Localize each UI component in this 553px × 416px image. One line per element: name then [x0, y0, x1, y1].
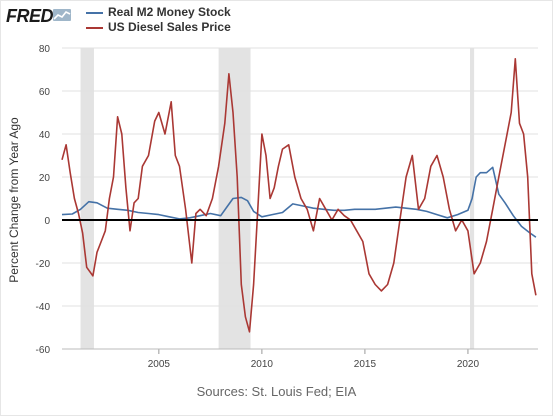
x-tick-label: 2015	[354, 359, 377, 370]
source-note: Sources: St. Louis Fed; EIA	[196, 384, 357, 399]
legend-label-diesel: US Diesel Sales Price	[108, 20, 231, 34]
legend-item-diesel[interactable]: US Diesel Sales Price	[86, 20, 231, 35]
chart-header: FRED Real M2 Money Stock US Diesel Sales…	[6, 4, 546, 34]
recession-band-1	[80, 48, 94, 349]
line-chart-icon	[53, 9, 71, 21]
y-tick-label: 60	[39, 87, 51, 98]
y-tick-label: 40	[39, 130, 51, 141]
series-line-m2[interactable]	[61, 166, 537, 238]
y-tick-label: 0	[44, 216, 50, 227]
x-tick-label: 2020	[457, 359, 480, 370]
x-tick-label: 2005	[148, 359, 171, 370]
x-tick-label: 2010	[251, 359, 274, 370]
y-tick-label: -60	[36, 345, 51, 356]
y-tick-label: -20	[36, 259, 51, 270]
legend: Real M2 Money Stock US Diesel Sales Pric…	[86, 5, 231, 35]
legend-label-m2: Real M2 Money Stock	[108, 5, 231, 19]
y-tick-label: 20	[39, 173, 51, 184]
legend-item-m2[interactable]: Real M2 Money Stock	[86, 5, 231, 20]
fred-logo[interactable]: FRED	[6, 6, 54, 26]
legend-swatch-diesel	[86, 27, 103, 29]
y-tick-label: -40	[36, 302, 51, 313]
series-line-diesel[interactable]	[61, 57, 537, 333]
y-tick-label: 80	[39, 44, 51, 55]
legend-swatch-m2	[86, 12, 103, 14]
